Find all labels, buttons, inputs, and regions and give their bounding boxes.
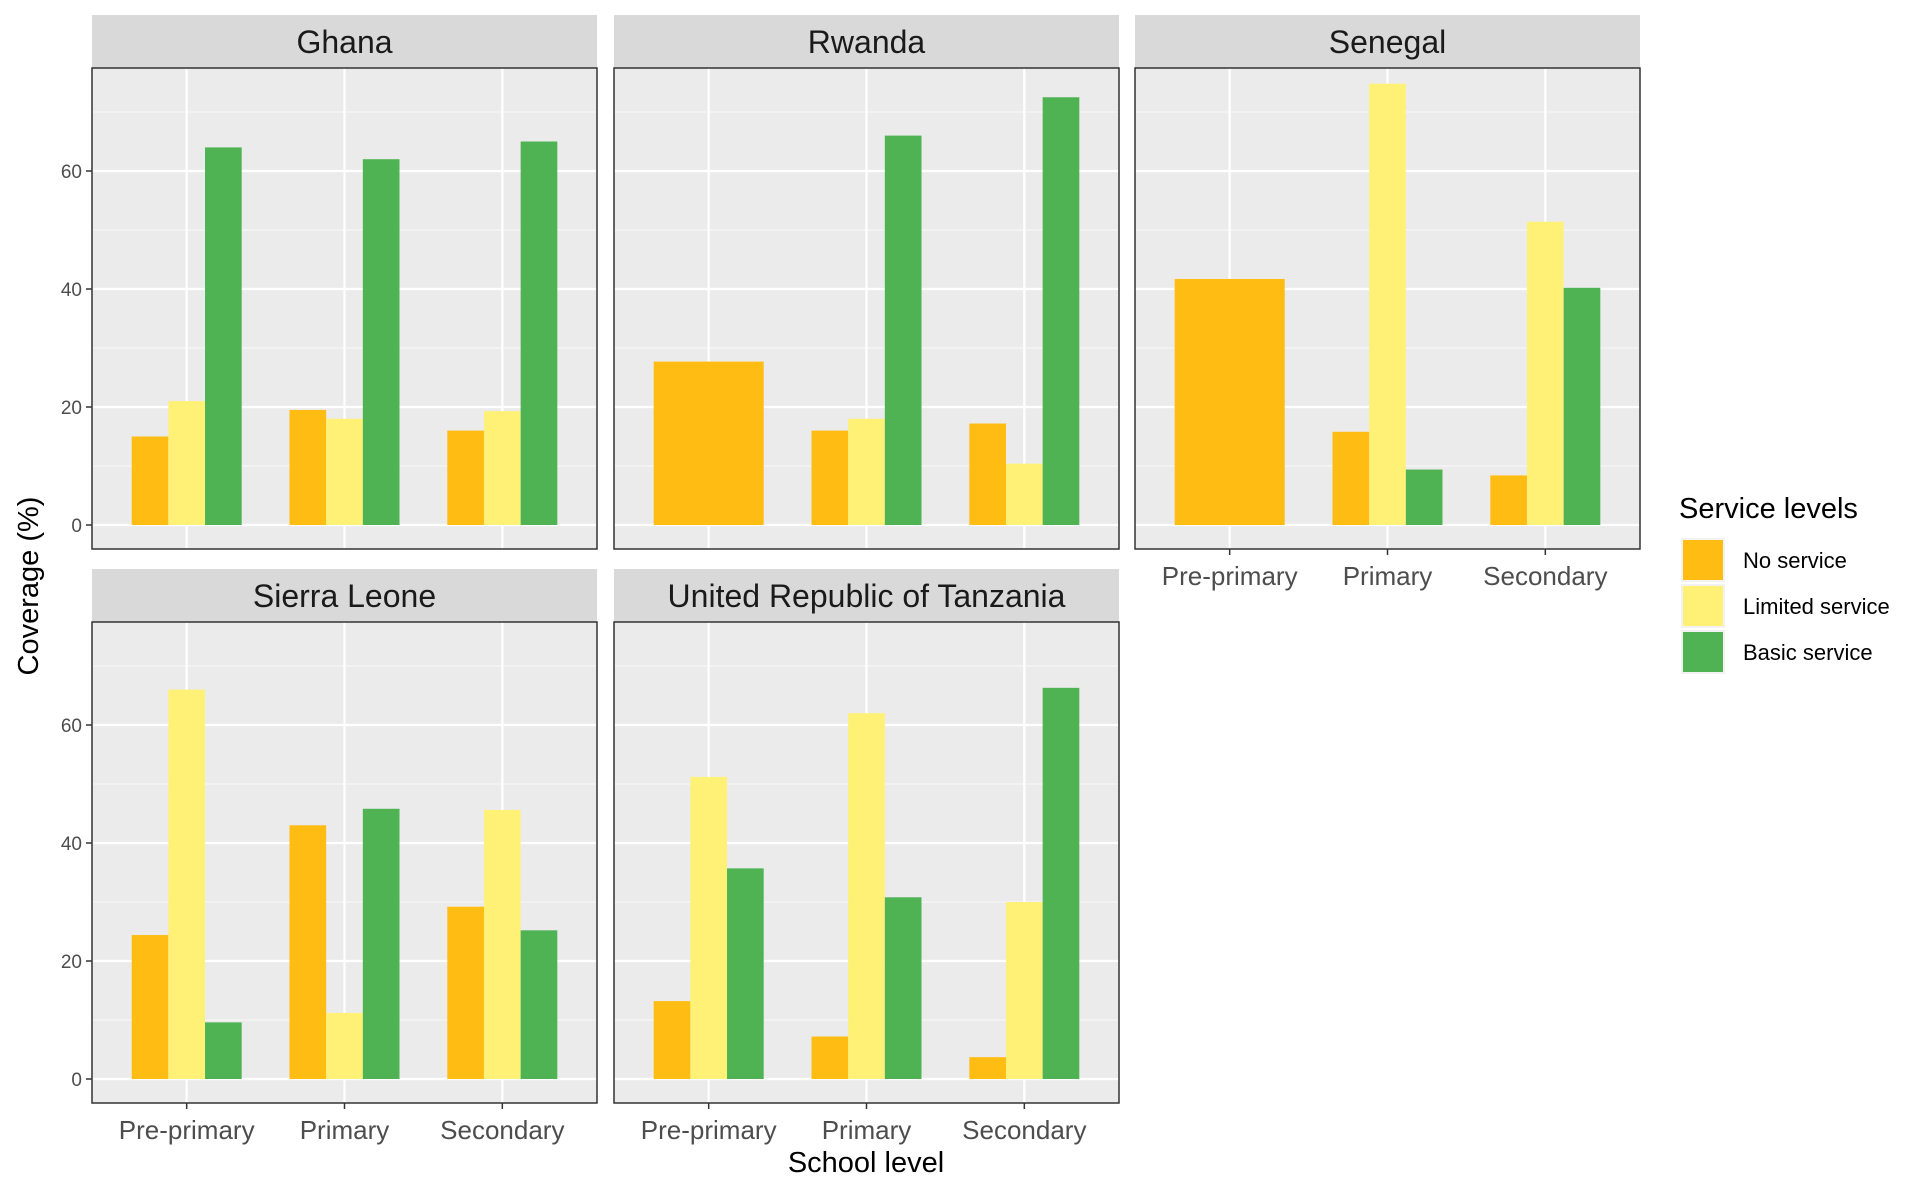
facet-title: Senegal: [1329, 24, 1446, 60]
bar: [483, 411, 521, 525]
bar: [1042, 687, 1080, 1079]
y-tick-label: 60: [61, 716, 82, 737]
facet-strip: [92, 15, 597, 68]
bar: [520, 141, 558, 525]
legend-label: No service: [1743, 548, 1847, 573]
facet-panels: Ghana 0 20 40 60 Rwanda Senegal Pre-primary Prim…: [61, 15, 1641, 1145]
legend-swatch: [1683, 540, 1723, 580]
bar: [326, 418, 363, 525]
bar: [653, 361, 764, 525]
bar: [690, 776, 728, 1079]
bar: [969, 1057, 1006, 1079]
legend: Service levels No service Limited service B…: [1679, 493, 1890, 674]
x-tick-label: Secondary: [962, 1115, 1086, 1145]
facet-title: Ghana: [296, 24, 392, 60]
y-tick-label: 20: [61, 398, 82, 419]
bar: [969, 423, 1006, 525]
bar: [1526, 221, 1564, 526]
bar: [326, 1012, 363, 1079]
facet-panel: Sierra Leone 0 20 40 60 Pre-primary Primary Sec…: [61, 569, 598, 1145]
bar: [811, 1036, 849, 1079]
y-axis-title: Coverage (%): [13, 497, 45, 676]
bar: [289, 409, 327, 525]
facet-title: Sierra Leone: [253, 578, 436, 614]
facet-strip: [614, 15, 1119, 68]
bar: [884, 897, 922, 1079]
bar: [168, 401, 206, 525]
facet-panel: Rwanda: [613, 15, 1120, 550]
facet-strip: [1135, 15, 1640, 68]
facet-title: Rwanda: [808, 24, 926, 60]
legend-title: Service levels: [1679, 493, 1858, 525]
x-tick-label: Primary: [822, 1115, 912, 1145]
y-tick-label: 0: [71, 1070, 82, 1091]
bar: [168, 689, 206, 1079]
bar: [653, 1001, 691, 1079]
bar: [848, 418, 885, 525]
x-tick-label: Primary: [1343, 561, 1433, 591]
y-tick-label: 0: [71, 516, 82, 537]
bar: [131, 935, 169, 1079]
bar: [1042, 97, 1080, 525]
facet-strip: [614, 569, 1119, 622]
x-tick-label: Secondary: [1483, 561, 1607, 591]
bar: [447, 906, 484, 1079]
bar: [1369, 83, 1406, 526]
x-tick-label: Pre-primary: [119, 1115, 255, 1145]
bar: [447, 430, 484, 525]
bar: [205, 147, 242, 525]
legend-swatch: [1683, 632, 1723, 672]
x-axis-title: School level: [788, 1147, 944, 1179]
legend-label: Basic service: [1743, 640, 1873, 665]
x-tick-label: Pre-primary: [641, 1115, 777, 1145]
bar: [520, 930, 558, 1079]
bar: [1332, 431, 1370, 525]
facet-panel: Senegal Pre-primary Primary Secondary: [1134, 15, 1641, 591]
facet-title: United Republic of Tanzania: [668, 578, 1066, 614]
panel-border: [613, 67, 1120, 550]
bar: [1405, 469, 1443, 525]
bar: [205, 1022, 242, 1079]
facet-strip: [92, 569, 597, 622]
bar: [884, 135, 922, 525]
legend-swatch: [1683, 586, 1723, 626]
legend-label: Limited service: [1743, 594, 1890, 619]
bar: [1005, 902, 1043, 1079]
bar: [362, 159, 400, 525]
x-tick-label: Secondary: [440, 1115, 564, 1145]
x-tick-label: Primary: [300, 1115, 390, 1145]
bar: [1174, 278, 1285, 525]
bar: [811, 430, 849, 525]
bar: [483, 809, 521, 1079]
bar: [131, 436, 169, 525]
y-tick-label: 40: [61, 834, 82, 855]
bar: [1563, 287, 1601, 525]
x-tick-label: Pre-primary: [1162, 561, 1298, 591]
y-tick-label: 60: [61, 162, 82, 183]
bar: [1490, 475, 1527, 525]
y-tick-label: 40: [61, 280, 82, 301]
y-tick-label: 20: [61, 952, 82, 973]
bar: [362, 808, 400, 1079]
bar: [727, 868, 764, 1079]
facet-panel: United Republic of Tanzania Pre-primary Pr…: [613, 569, 1120, 1145]
bar: [1005, 463, 1043, 525]
panel-border: [91, 67, 598, 550]
bar: [848, 713, 885, 1079]
facet-panel: Ghana 0 20 40 60: [61, 15, 598, 550]
bar: [289, 825, 327, 1079]
